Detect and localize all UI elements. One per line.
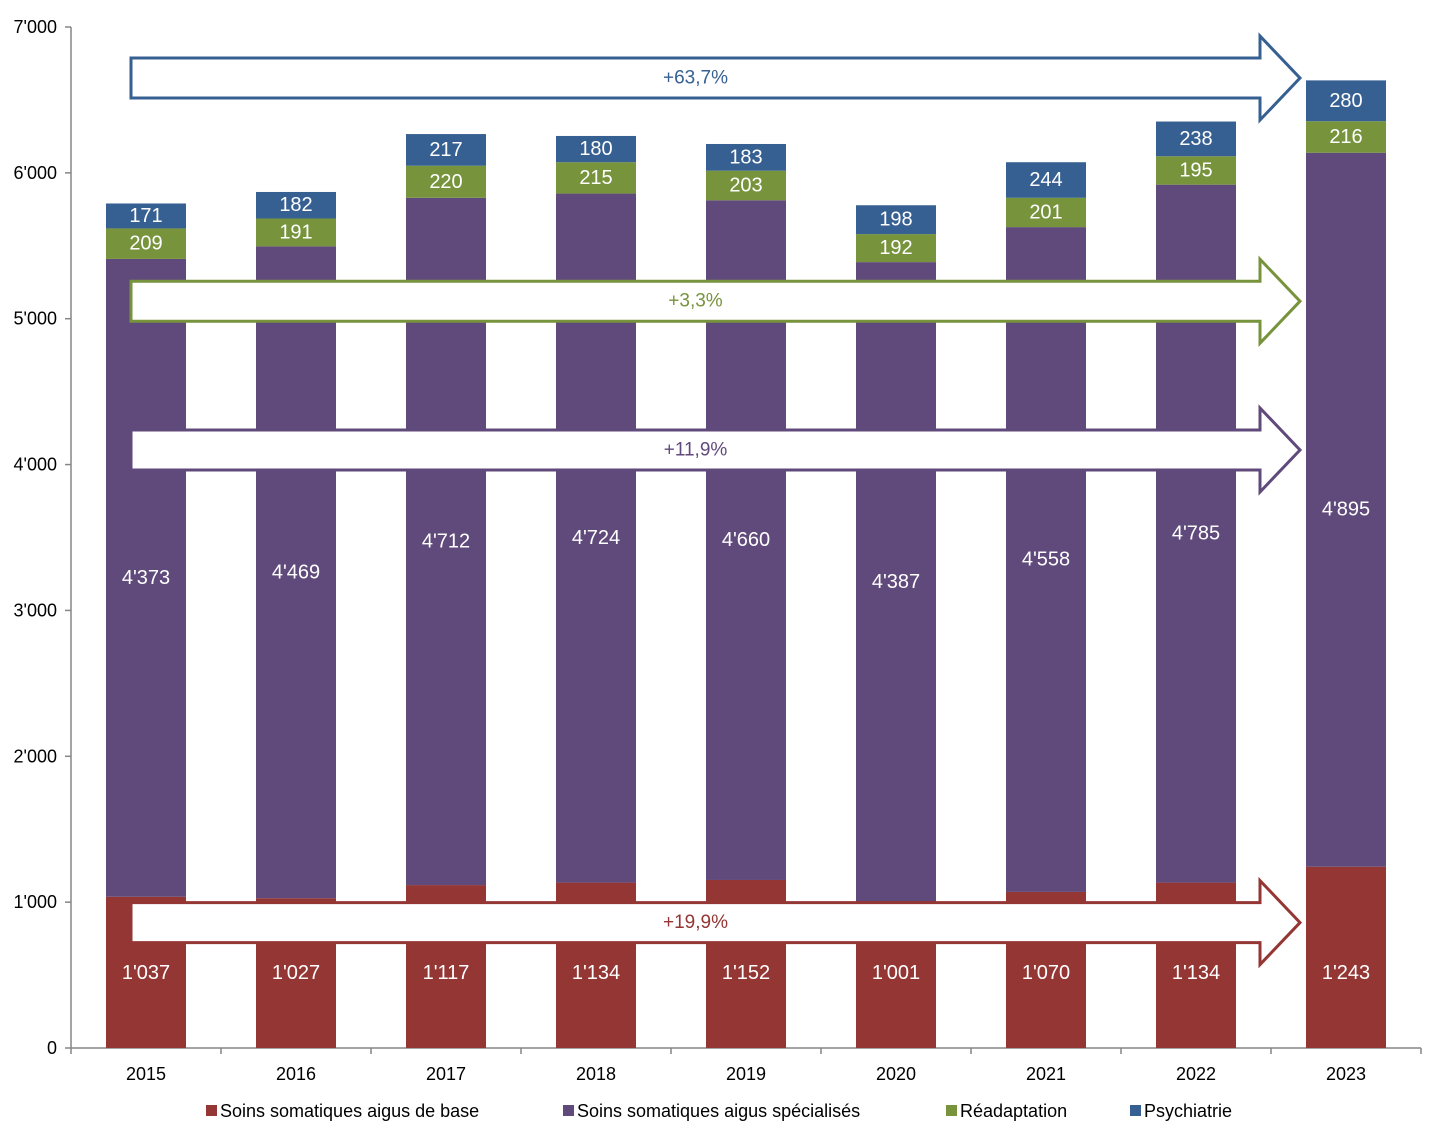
y-tick-label: 3'000 [14, 600, 57, 620]
bar-segment [106, 203, 186, 229]
legend: Soins somatiques aigus de base Soins soma… [206, 1101, 1232, 1121]
growth-arrows: +63,7% +3,3% +11,9% +19,9% [129, 32, 1303, 969]
growth-arrow [129, 404, 1303, 496]
data-label: 1'001 [872, 962, 920, 984]
x-tick-label: 2017 [426, 1064, 466, 1084]
data-label: 1'152 [722, 962, 770, 984]
data-label: 244 [1029, 169, 1062, 191]
data-label: 280 [1329, 90, 1362, 112]
bar-segment [1306, 121, 1386, 153]
y-tick-label: 7'000 [14, 17, 57, 37]
data-label: 1'117 [423, 962, 470, 984]
y-tick-label: 0 [47, 1038, 57, 1058]
bar-segment [706, 170, 786, 201]
bar-segment [106, 228, 186, 259]
data-label: 171 [129, 205, 162, 227]
growth-arrow [129, 32, 1303, 124]
bar-segment [256, 218, 336, 247]
data-label: 216 [1329, 126, 1362, 148]
data-label: 183 [729, 146, 762, 168]
data-label: 4'558 [1022, 549, 1070, 571]
growth-arrow-label: +19,9% [663, 912, 728, 933]
bar-segment [856, 234, 936, 263]
x-tick-label: 2021 [1026, 1064, 1066, 1084]
bar-segment [1006, 227, 1086, 892]
x-tick-label: 2020 [876, 1064, 916, 1084]
y-tick-label: 5'000 [14, 309, 57, 329]
x-tick-label: 2016 [276, 1064, 316, 1084]
legend-swatch [563, 1105, 574, 1116]
y-tick-label: 1'000 [14, 892, 57, 912]
y-tick-label: 6'000 [14, 163, 57, 183]
data-label: 4'469 [272, 561, 320, 583]
x-tick-label: 2022 [1176, 1064, 1216, 1084]
data-label: 238 [1179, 128, 1212, 150]
data-label: 209 [129, 233, 162, 255]
bar-segment [256, 246, 336, 899]
data-label: 1'134 [572, 962, 620, 984]
growth-arrow-label: +3,3% [668, 291, 723, 312]
data-label: 1'134 [1172, 962, 1220, 984]
bar-segment [1306, 866, 1386, 1048]
data-label: 4'373 [122, 567, 170, 589]
growth-arrow [129, 876, 1303, 969]
data-label: 192 [879, 237, 912, 259]
data-label: 220 [429, 171, 462, 193]
data-label: 201 [1029, 201, 1062, 223]
bar-segment [106, 258, 186, 897]
y-tick-label: 2'000 [14, 746, 57, 766]
data-label: 195 [1179, 159, 1212, 181]
x-tick-label: 2019 [726, 1064, 766, 1084]
data-label: 203 [729, 174, 762, 196]
data-label: 1'243 [1322, 962, 1370, 984]
bar-segment [1156, 121, 1236, 157]
data-label: 4'895 [1322, 499, 1370, 521]
x-tick-label: 2015 [126, 1064, 166, 1084]
legend-label: Soins somatiques aigus spécialisés [577, 1101, 860, 1121]
data-label: 4'724 [572, 527, 620, 549]
legend-label: Soins somatiques aigus de base [220, 1101, 479, 1121]
legend-label: Psychiatrie [1144, 1101, 1232, 1121]
legend-swatch [946, 1105, 957, 1116]
bar-segment [856, 205, 936, 235]
growth-arrow [129, 255, 1303, 347]
data-label: 198 [879, 209, 912, 231]
bar-segment [406, 134, 486, 166]
legend-swatch [1130, 1105, 1141, 1116]
data-label: 191 [279, 221, 312, 243]
bar-segment [556, 135, 636, 163]
legend-swatch [206, 1105, 217, 1116]
data-label: 182 [279, 194, 312, 216]
y-tick-label: 4'000 [14, 455, 57, 475]
data-label: 215 [579, 167, 612, 189]
bar-segment [856, 262, 936, 902]
data-label: 1'070 [1022, 962, 1070, 984]
data-labels: 1'037 4'373 209 171 1'027 4'469 191 182 1'117 4'7… [122, 90, 1370, 984]
legend-label: Réadaptation [960, 1101, 1067, 1121]
bar-segment [556, 162, 636, 194]
x-tick-label: 2018 [576, 1064, 616, 1084]
data-label: 4'785 [1172, 523, 1220, 545]
growth-arrow-label: +63,7% [663, 68, 728, 89]
data-label: 4'387 [872, 571, 920, 593]
growth-arrow-label: +11,9% [664, 439, 728, 460]
bar-segment [1306, 152, 1386, 867]
data-label: 4'660 [722, 529, 770, 551]
data-label: 4'712 [422, 530, 470, 552]
bar-segment [1156, 156, 1236, 185]
data-label: 180 [579, 138, 612, 160]
bar-segment [1006, 197, 1086, 228]
data-label: 217 [429, 139, 462, 161]
data-label: 1'037 [122, 962, 170, 984]
bar-segment [406, 165, 486, 198]
bar-segment [1306, 80, 1386, 122]
bar-segment [706, 143, 786, 171]
x-tick-label: 2023 [1326, 1064, 1366, 1084]
data-label: 1'027 [272, 962, 320, 984]
bar-segment [256, 191, 336, 219]
bar-segment [1006, 162, 1086, 198]
